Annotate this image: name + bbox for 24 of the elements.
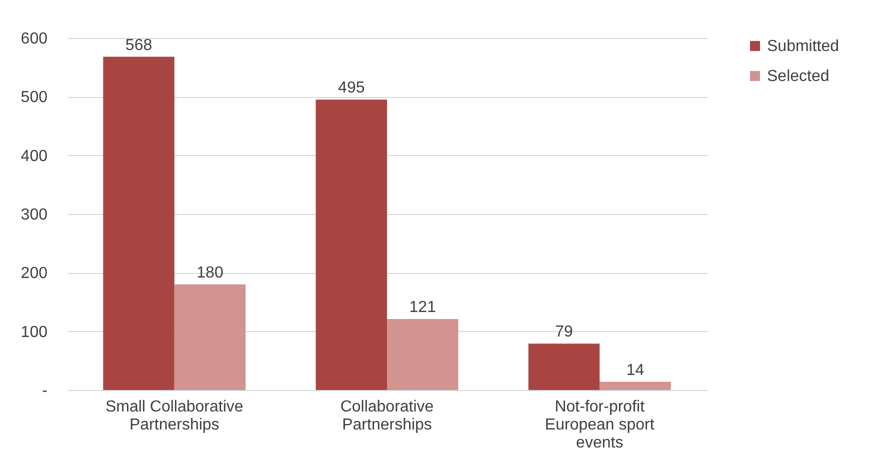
- data-label: 495: [338, 80, 365, 97]
- x-tick-label: Small Collaborative Partnerships: [105, 398, 244, 434]
- bar: [528, 344, 600, 390]
- y-tick-label: 400: [20, 148, 48, 165]
- y-tick-label: 600: [20, 30, 48, 48]
- y-tick-label: -: [42, 382, 48, 400]
- y-tick-label: 500: [20, 89, 48, 106]
- data-label: 79: [555, 324, 574, 341]
- data-label: 14: [626, 362, 644, 379]
- data-label: 121: [409, 299, 436, 316]
- y-tick-label: 300: [20, 206, 48, 224]
- x-tick-label: Collaborative Partnerships: [340, 398, 434, 434]
- data-label: 180: [196, 264, 224, 282]
- bar: [600, 382, 671, 390]
- bar: [174, 284, 246, 390]
- y-tick-label: 200: [20, 265, 48, 282]
- bar: [316, 100, 387, 390]
- legend-label: Selected: [767, 68, 830, 85]
- legend-label: Submitted: [767, 38, 840, 55]
- data-label: 568: [125, 36, 152, 54]
- x-tick-label: Not-for-profit European sport events: [544, 398, 655, 452]
- bar: [103, 56, 174, 390]
- bar: [387, 319, 458, 390]
- y-tick-label: 100: [20, 324, 48, 341]
